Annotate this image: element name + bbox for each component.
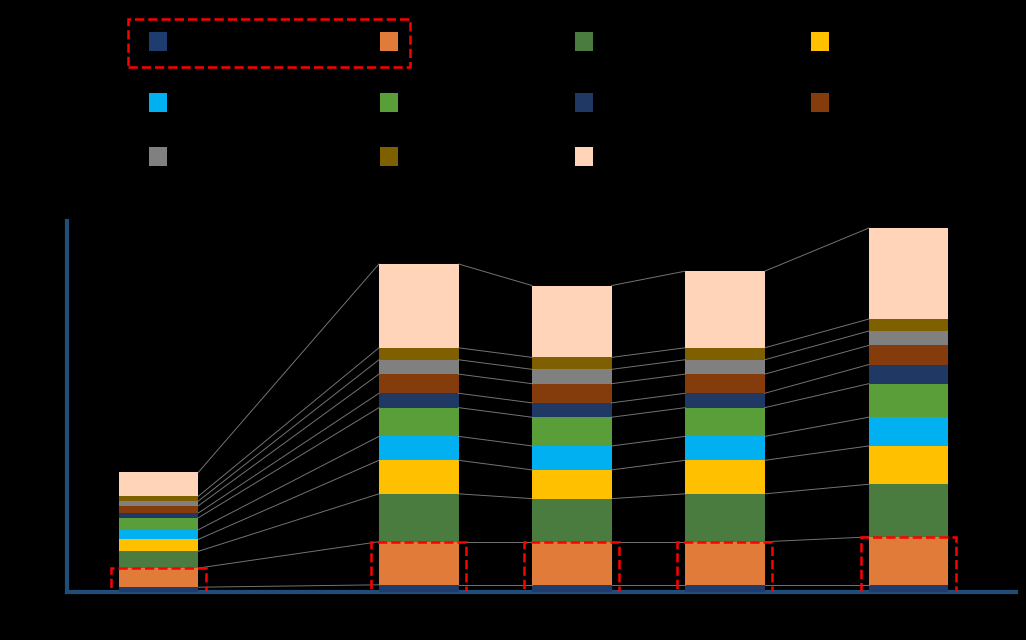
- Bar: [869, 365, 948, 384]
- Bar: [869, 484, 948, 537]
- Bar: [119, 530, 198, 540]
- Bar: [379, 436, 459, 460]
- Bar: [379, 374, 459, 393]
- Bar: [685, 541, 764, 585]
- Bar: [532, 541, 611, 585]
- Bar: [685, 494, 764, 541]
- Bar: [685, 271, 764, 348]
- Bar: [119, 518, 198, 530]
- Bar: [869, 537, 948, 585]
- Bar: [869, 446, 948, 484]
- Bar: [119, 568, 198, 588]
- Bar: [685, 374, 764, 393]
- Bar: [532, 446, 611, 470]
- Bar: [119, 506, 198, 513]
- Bar: [869, 384, 948, 417]
- Bar: [685, 360, 764, 374]
- Bar: [869, 585, 948, 592]
- Bar: [869, 417, 948, 446]
- Bar: [532, 585, 611, 592]
- Bar: [532, 369, 611, 384]
- Bar: [532, 417, 611, 446]
- Bar: [532, 285, 611, 357]
- Bar: [379, 348, 459, 360]
- Bar: [119, 551, 198, 568]
- Bar: [379, 360, 459, 374]
- Bar: [379, 494, 459, 541]
- Bar: [119, 540, 198, 551]
- Bar: [119, 588, 198, 592]
- Bar: [685, 585, 764, 592]
- Bar: [532, 470, 611, 499]
- Bar: [869, 228, 948, 319]
- Bar: [379, 460, 459, 494]
- Bar: [685, 408, 764, 436]
- Bar: [119, 501, 198, 506]
- Bar: [685, 348, 764, 360]
- Bar: [685, 436, 764, 460]
- Bar: [379, 585, 459, 592]
- Bar: [379, 541, 459, 585]
- Bar: [869, 319, 948, 331]
- Bar: [119, 472, 198, 496]
- Bar: [532, 403, 611, 417]
- Bar: [379, 408, 459, 436]
- Bar: [685, 393, 764, 408]
- Bar: [532, 499, 611, 541]
- Bar: [119, 496, 198, 501]
- Bar: [869, 331, 948, 346]
- Bar: [379, 393, 459, 408]
- Bar: [869, 346, 948, 365]
- Bar: [532, 357, 611, 369]
- Bar: [119, 513, 198, 518]
- Bar: [532, 384, 611, 403]
- Bar: [685, 460, 764, 494]
- Bar: [379, 264, 459, 348]
